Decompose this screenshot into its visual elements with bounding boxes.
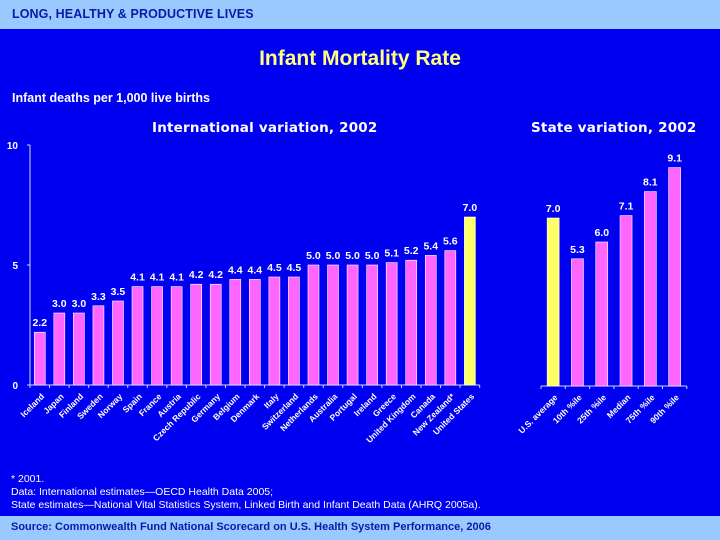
intl-value-label: 5.4 bbox=[423, 240, 438, 252]
intl-value-label: 3.5 bbox=[111, 286, 126, 298]
state-category-label: U.S. average bbox=[516, 392, 559, 435]
intl-bar bbox=[307, 264, 320, 386]
intl-value-label: 4.2 bbox=[189, 269, 204, 281]
intl-value-label: 5.0 bbox=[345, 250, 360, 262]
state-bar bbox=[571, 258, 584, 387]
intl-bar bbox=[209, 283, 222, 386]
intl-bar bbox=[112, 300, 124, 386]
state-bar bbox=[668, 167, 681, 387]
intl-value-label: 5.0 bbox=[306, 250, 321, 262]
intl-bar bbox=[366, 264, 378, 386]
international-section-label: International variation, 2002 bbox=[152, 120, 378, 136]
intl-bar bbox=[33, 331, 46, 386]
intl-value-label: 4.5 bbox=[267, 262, 282, 274]
intl-bar bbox=[190, 283, 202, 386]
intl-value-label: 5.0 bbox=[365, 250, 380, 262]
intl-bar bbox=[53, 312, 66, 386]
intl-y-tick-label: 10 bbox=[7, 141, 19, 152]
intl-value-label: 4.5 bbox=[287, 262, 302, 274]
intl-value-label: 3.0 bbox=[52, 298, 67, 310]
intl-bar bbox=[464, 216, 476, 386]
state-bar bbox=[644, 191, 657, 387]
intl-bar bbox=[131, 286, 144, 386]
state-bar bbox=[619, 215, 633, 387]
intl-value-label: 4.2 bbox=[208, 269, 223, 281]
state-value-label: 9.1 bbox=[667, 153, 682, 165]
intl-y-tick-label: 0 bbox=[12, 381, 18, 392]
intl-value-label: 2.2 bbox=[32, 317, 47, 329]
chart-title: Infant Mortality Rate bbox=[259, 47, 461, 70]
intl-value-label: 4.1 bbox=[169, 272, 184, 284]
intl-y-tick-label: 5 bbox=[12, 261, 18, 272]
intl-bar bbox=[385, 262, 398, 386]
intl-value-label: 3.3 bbox=[91, 291, 106, 303]
intl-bar bbox=[268, 276, 281, 386]
state-value-label: 8.1 bbox=[643, 177, 658, 189]
footnote-asterisk: * 2001. bbox=[11, 473, 45, 485]
intl-bar bbox=[249, 279, 261, 386]
intl-value-label: 4.1 bbox=[150, 272, 165, 284]
intl-value-label: 5.1 bbox=[384, 248, 399, 260]
intl-value-label: 4.4 bbox=[228, 264, 243, 276]
footnote-data-international: Data: International estimates—OECD Healt… bbox=[11, 486, 274, 498]
intl-value-label: 7.0 bbox=[463, 202, 478, 214]
state-section-label: State variation, 2002 bbox=[531, 120, 697, 136]
intl-bar bbox=[229, 279, 242, 386]
intl-bar bbox=[151, 286, 163, 386]
chart-subtitle: Infant deaths per 1,000 live births bbox=[12, 91, 210, 105]
state-bar bbox=[595, 241, 609, 387]
intl-category-label: Iceland bbox=[18, 391, 46, 419]
intl-bar bbox=[73, 312, 85, 386]
intl-bar bbox=[92, 305, 105, 386]
intl-bar bbox=[444, 250, 457, 386]
intl-value-label: 3.0 bbox=[72, 298, 87, 310]
intl-value-label: 5.6 bbox=[443, 236, 458, 248]
state-value-label: 5.3 bbox=[570, 244, 585, 256]
section-header-title: LONG, HEALTHY & PRODUCTIVE LIVES bbox=[12, 7, 254, 21]
state-value-label: 7.0 bbox=[546, 203, 561, 215]
intl-value-label: 5.0 bbox=[326, 250, 341, 262]
source-text: Source: Commonwealth Fund National Score… bbox=[11, 521, 491, 533]
intl-value-label: 4.1 bbox=[130, 272, 145, 284]
state-value-label: 7.1 bbox=[619, 201, 634, 213]
intl-bar bbox=[327, 264, 339, 386]
source-band: Source: Commonwealth Fund National Score… bbox=[0, 516, 720, 540]
footnotes: * 2001. Data: International estimates—OE… bbox=[11, 473, 481, 512]
intl-bar bbox=[405, 259, 418, 386]
state-value-label: 6.0 bbox=[594, 227, 609, 239]
intl-bar bbox=[288, 276, 300, 386]
intl-bar bbox=[170, 286, 183, 386]
footnote-data-state: State estimates—National Vital Statistic… bbox=[11, 499, 481, 511]
section-header-band: LONG, HEALTHY & PRODUCTIVE LIVES bbox=[0, 0, 720, 29]
intl-value-label: 5.2 bbox=[404, 245, 419, 257]
intl-value-label: 4.4 bbox=[248, 264, 263, 276]
intl-bar bbox=[346, 264, 359, 386]
intl-bar bbox=[424, 255, 437, 386]
state-bar bbox=[546, 217, 560, 387]
